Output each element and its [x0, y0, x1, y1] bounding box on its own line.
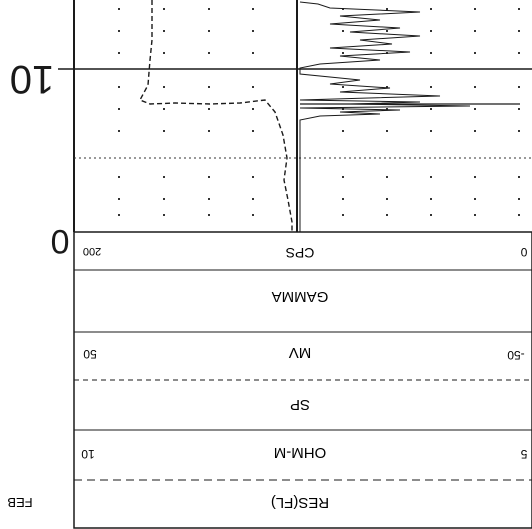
- gamma-title: GAMMA: [272, 288, 329, 305]
- grid-col: [252, 8, 254, 216]
- res-title: RES(FL): [271, 494, 329, 511]
- grid-col: [474, 8, 476, 216]
- sp-curve: [139, 0, 293, 232]
- mv-right-value: -50: [507, 348, 525, 362]
- sp-title: SP: [290, 396, 310, 413]
- mv-title: MV: [289, 344, 312, 361]
- grid-col: [163, 8, 165, 216]
- depth-label-0: 0: [51, 222, 70, 260]
- ohm-right-value: 5: [520, 447, 527, 461]
- grid-col: [430, 8, 432, 216]
- grid-col: [386, 8, 388, 216]
- grid-col: [518, 8, 520, 216]
- ohm-title: OHM-M: [274, 444, 327, 461]
- footer-text: FEB: [7, 495, 32, 510]
- grid-dots: [118, 8, 520, 216]
- grid-col: [118, 8, 120, 216]
- header-block: CPS 200 0 GAMMA MV 50 -50 SP OHM-M 10 5 …: [73, 231, 532, 529]
- cps-right-value: 0: [520, 245, 527, 259]
- mv-left-value: 50: [83, 347, 97, 361]
- ohm-left-value: 10: [81, 447, 95, 461]
- cps-left-value: 200: [83, 245, 101, 257]
- cps-title: CPS: [286, 245, 315, 261]
- log-track: [58, 0, 532, 232]
- gamma-trace: [299, 1, 471, 232]
- depth-label-10: 10: [10, 57, 55, 101]
- grid-col: [208, 8, 210, 216]
